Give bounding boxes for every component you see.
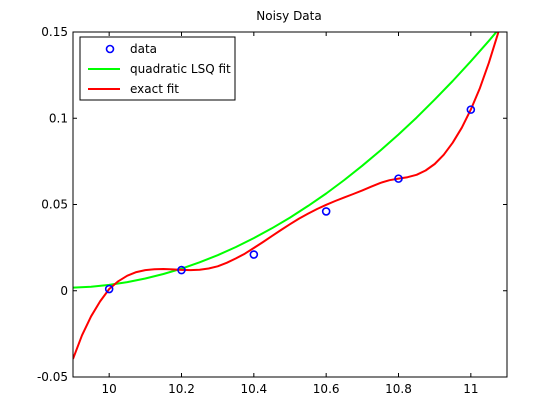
legend-swatch-0 <box>105 44 115 54</box>
y-tick-label: 0.05 <box>41 198 68 212</box>
legend-label-1: quadratic LSQ fit <box>130 62 231 76</box>
legend-label-0: data <box>130 42 157 56</box>
plot-series <box>73 32 500 360</box>
data-point <box>249 250 259 259</box>
data-point <box>177 265 186 275</box>
x-tick-label: 10.6 <box>313 382 340 396</box>
y-tick-label: 0 <box>60 284 68 298</box>
data-point <box>104 284 114 294</box>
axes: 10 10.2 10.4 10.6 10.8 11 -0.05 0 0.05 0.1 0.15 <box>37 25 507 396</box>
data-point <box>466 105 476 114</box>
x-tick-label: 10.2 <box>168 382 195 396</box>
legend: data quadratic LSQ fit exact fit <box>79 36 236 101</box>
series-line-quadratic-lsq-fit <box>73 32 498 289</box>
series-line-exact-fit <box>73 32 500 360</box>
data-point <box>394 174 403 183</box>
y-tick-label: 0.1 <box>49 111 68 125</box>
data-markers <box>104 105 476 294</box>
y-tick-label: 0.15 <box>41 25 68 39</box>
x-tick-label: 10.4 <box>240 382 267 396</box>
data-point <box>321 207 331 216</box>
legend-label-2: exact fit <box>130 82 179 96</box>
chart-title: Noisy Data <box>256 9 321 23</box>
x-tick-label: 11 <box>463 382 478 396</box>
y-tick-label: -0.05 <box>37 370 68 384</box>
x-tick-label: 10 <box>102 382 117 396</box>
x-tick-label: 10.8 <box>385 382 412 396</box>
